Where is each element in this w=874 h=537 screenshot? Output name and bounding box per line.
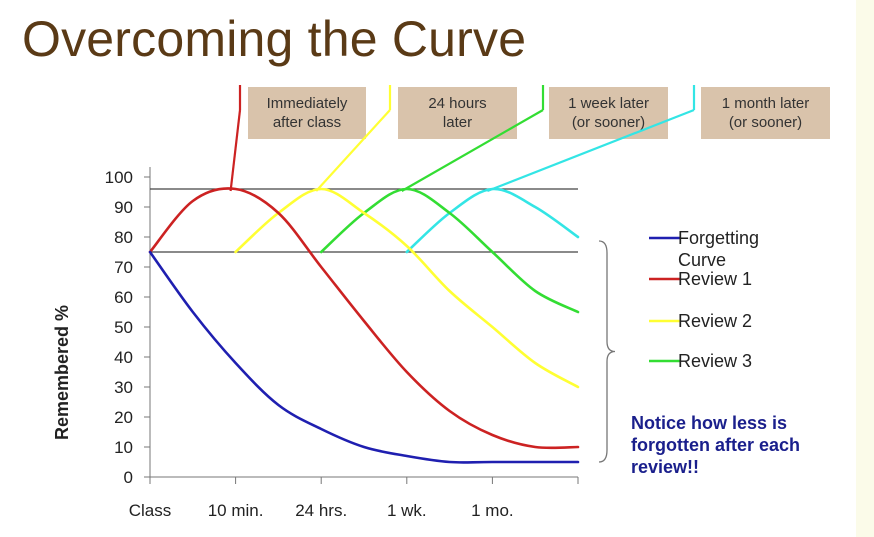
x-tick-label: 24 hrs. <box>295 501 347 520</box>
y-axis-label: Remembered % <box>52 304 72 440</box>
y-tick-label: 90 <box>114 198 133 217</box>
y-tick-label: 20 <box>114 408 133 427</box>
legend-review-2-label: Review 2 <box>678 311 752 331</box>
forgetting-curve-line <box>148 250 580 464</box>
y-tick-label: 60 <box>114 288 133 307</box>
forgetting-curve-chart: 0 10 20 30 40 50 60 70 80 90 100 Class 10 min. 24 hrs… <box>105 85 759 520</box>
right-edge-strip <box>856 0 874 537</box>
x-tick-label: 1 wk. <box>387 501 427 520</box>
review-3-line <box>319 187 580 314</box>
review-4-line <box>405 187 580 254</box>
review-1-connector <box>229 109 242 192</box>
label-1-month-later: 1 month later (or sooner) <box>701 87 830 139</box>
y-tick-label: 0 <box>124 468 133 487</box>
x-tick-label: Class <box>129 501 172 520</box>
y-tick-label: 100 <box>105 168 133 187</box>
x-tick-label: 10 min. <box>208 501 264 520</box>
label-1-week-later: 1 week later (or sooner) <box>549 87 668 139</box>
legend-review-1-label: Review 1 <box>678 269 752 289</box>
y-tick-label: 80 <box>114 228 133 247</box>
y-tick-label: 40 <box>114 348 133 367</box>
label-24-hours-later: 24 hours later <box>398 87 517 139</box>
label-immediately-text: Immediately after class <box>266 95 348 131</box>
y-tick-label: 30 <box>114 378 133 397</box>
slide-title: Overcoming the Curve <box>22 11 527 67</box>
legend-review-3-label: Review 3 <box>678 351 752 371</box>
review-2-line <box>234 187 580 389</box>
y-tick-label: 50 <box>114 318 133 337</box>
label-1-month-text: 1 month later (or sooner) <box>721 95 810 131</box>
review-3-connector <box>401 109 544 192</box>
label-immediately-after-class: Immediately after class <box>248 87 366 139</box>
brace <box>598 240 616 463</box>
slide: Overcoming the Curve Immediately after c… <box>22 11 830 520</box>
y-tick-label: 70 <box>114 258 133 277</box>
review-1-line <box>148 187 580 450</box>
notice-callout: Notice how less is forgotten after each … <box>631 413 801 477</box>
legend-forgetting-curve-label: Forgetting Curve <box>678 228 759 270</box>
label-24-hours-text: 24 hours later <box>428 95 487 131</box>
x-tick-label: 1 mo. <box>471 501 514 520</box>
label-1-week-text: 1 week later (or sooner) <box>568 95 649 131</box>
review-2-connector <box>315 109 391 192</box>
y-tick-label: 10 <box>114 438 133 457</box>
review-4-connector <box>486 108 695 193</box>
